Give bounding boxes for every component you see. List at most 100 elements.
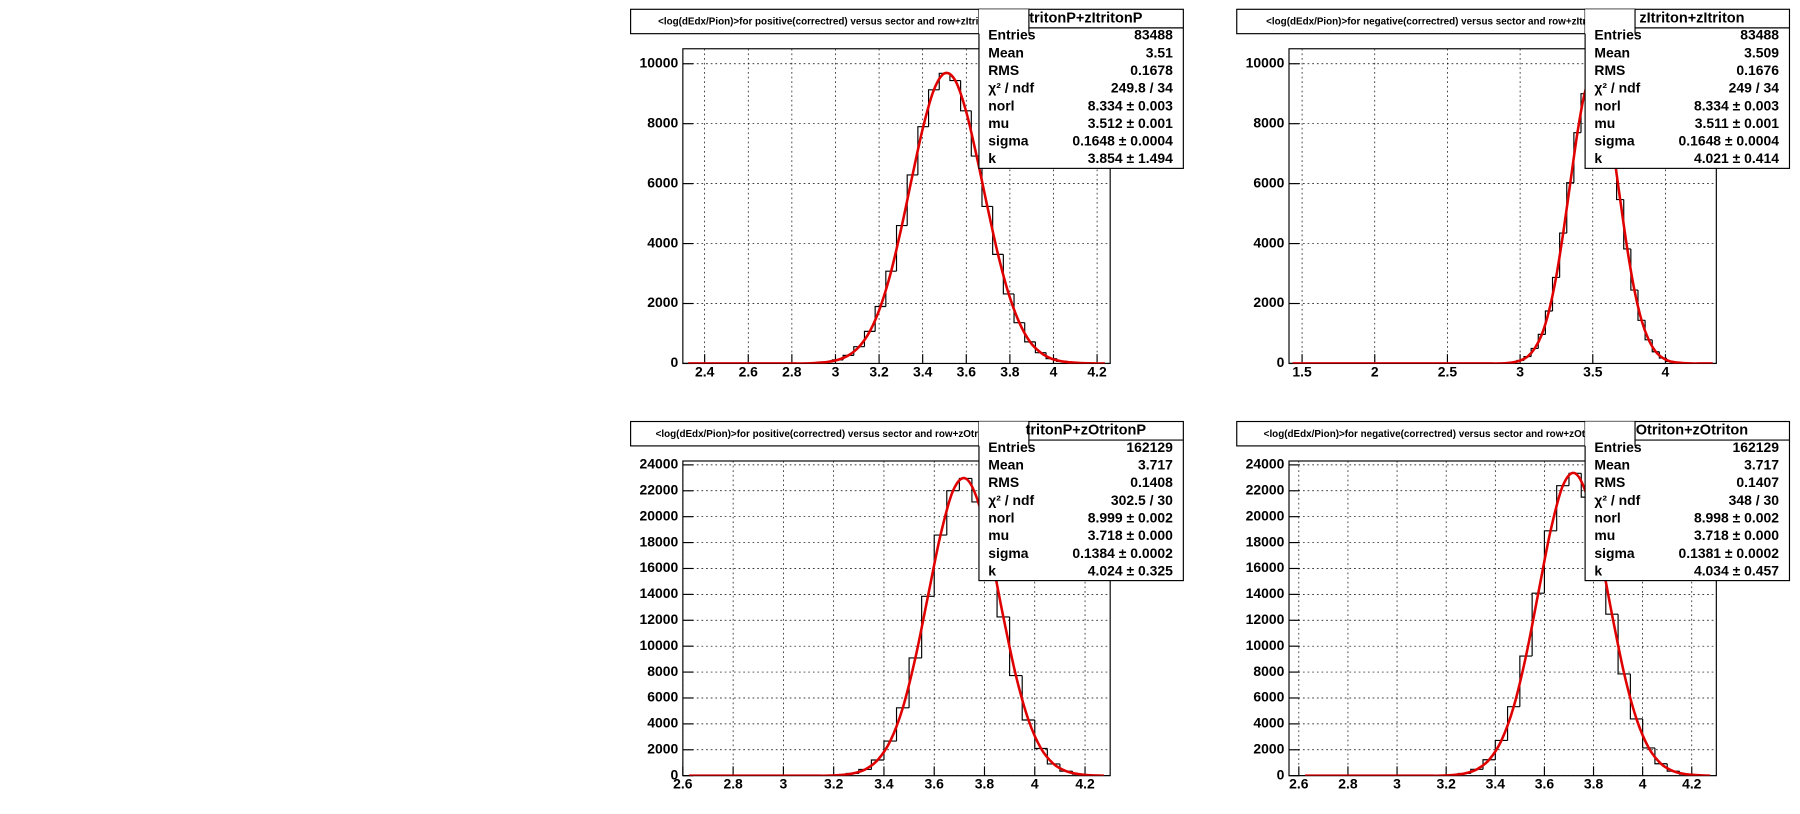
histogram-bin	[1506, 706, 1520, 741]
x-tick-label: 3.2	[869, 363, 889, 379]
histogram-bin	[1629, 673, 1643, 720]
pad: 0 2000 4000 6000 8000 10000 12000 14000 16000 180…	[1236, 420, 1791, 792]
stats-value: 0.1407	[1736, 474, 1779, 490]
stats-value: 3.512 ± 0.001	[1088, 115, 1173, 131]
stats-title: Otriton+zOtriton	[1636, 423, 1748, 439]
histogram-bin	[1556, 485, 1569, 531]
stats-label: χ² / ndf	[988, 492, 1034, 508]
y-tick-label: 24000	[1246, 456, 1285, 472]
histogram-bin	[895, 225, 908, 272]
stats-label: norl	[988, 510, 1014, 526]
chart-title: <log(dEdx/Pion)>for positive(correctred)…	[656, 429, 1003, 440]
histogram-bin	[1543, 530, 1557, 594]
stats-label: k	[988, 150, 996, 166]
y-tick-label: 8000	[647, 663, 678, 679]
y-tick-label: 2000	[647, 740, 678, 756]
x-tick-label: 3.2	[1436, 776, 1456, 792]
stats-label: Mean	[1594, 44, 1630, 60]
stats-label: RMS	[988, 474, 1019, 490]
stats-value: 3.718 ± 0.000	[1088, 527, 1173, 543]
stats-label: sigma	[988, 133, 1028, 149]
x-tick-label: 2.6	[1289, 776, 1309, 792]
title-box	[1236, 8, 1636, 35]
stats-value: 4.021 ± 0.414	[1694, 150, 1779, 166]
histogram-bin	[1617, 614, 1631, 675]
stats-value: 3.511 ± 0.001	[1695, 115, 1780, 131]
y-tick-label: 18000	[639, 533, 678, 549]
histogram-bin	[1009, 616, 1023, 677]
title-box	[630, 8, 1030, 35]
stats-label: RMS	[988, 62, 1019, 78]
stats-value: 249 / 34	[1729, 80, 1780, 96]
histogram-bin	[1531, 592, 1545, 657]
fit-curve	[689, 476, 1104, 776]
histogram-bin	[992, 206, 1004, 255]
histogram-bin	[949, 73, 961, 82]
x-tick-label: 3	[1516, 363, 1524, 379]
stats-value: 3.718 ± 0.000	[1694, 527, 1779, 543]
histogram-bin	[1002, 254, 1015, 295]
y-tick-label: 12000	[639, 611, 678, 627]
title-box-cover	[1585, 421, 1636, 446]
pad: 0 2000 4000 6000 8000 10000 12000 14000 16000 180…	[630, 420, 1184, 792]
x-tick-label: 4	[1662, 363, 1670, 379]
y-tick-label: 6000	[1253, 689, 1284, 705]
y-tick-label: 4000	[1253, 234, 1284, 250]
histogram-bin	[1013, 293, 1025, 324]
x-tick-label: 2.4	[695, 363, 715, 379]
stats-label: Entries	[1594, 27, 1641, 43]
y-tick-label: 4000	[1253, 715, 1284, 731]
stats-value: 0.1408	[1130, 474, 1173, 490]
histogram-bin	[981, 156, 993, 207]
y-tick-label: 0	[1277, 766, 1285, 782]
stats-value: 83488	[1134, 27, 1173, 43]
y-tick-label: 14000	[1246, 585, 1285, 601]
pad: 0 2000 4000 6000 8000 10000 1.5 2 2.5 3 3.5 4 <log(d…	[1236, 8, 1791, 379]
y-tick-label: 14000	[639, 585, 678, 601]
chart-title: <log(dEdx/Pion)>for positive(correctred)…	[658, 17, 1001, 28]
y-tick-label: 6000	[647, 689, 678, 705]
fit-curve	[1292, 71, 1713, 364]
stats-label: sigma	[988, 545, 1028, 561]
y-tick-label: 20000	[1246, 507, 1285, 523]
stats-title: tritonP+zItritonP	[1029, 10, 1143, 26]
x-tick-label: 3.4	[1486, 776, 1506, 792]
x-tick-label: 4	[1050, 363, 1058, 379]
histogram-bin	[933, 534, 947, 597]
histogram-bin	[895, 707, 910, 742]
stats-label: k	[1594, 562, 1602, 578]
fit-curve	[688, 71, 1105, 364]
x-tick-label: 4.2	[1682, 776, 1702, 792]
x-tick-label: 3.8	[975, 776, 995, 792]
chart-title: <log(dEdx/Pion)>for negative(correctred)…	[1266, 17, 1604, 28]
y-tick-label: 8000	[1253, 663, 1284, 679]
stats-label: mu	[1594, 115, 1615, 131]
y-tick-label: 4000	[647, 715, 678, 731]
stats-label: χ² / ndf	[988, 80, 1034, 96]
histogram-bin	[885, 270, 897, 307]
x-tick-label: 3.2	[824, 776, 844, 792]
y-tick-label: 0	[670, 766, 678, 782]
x-tick-label: 3.8	[1000, 363, 1020, 379]
histogram-bin	[921, 595, 935, 658]
stats-value: 3.854 ± 1.494	[1088, 150, 1173, 166]
y-tick-label: 10000	[1246, 54, 1285, 70]
stats-label: χ² / ndf	[1594, 80, 1640, 96]
x-tick-label: 2.6	[673, 776, 693, 792]
stats-label: RMS	[1594, 62, 1625, 78]
x-tick-label: 3	[1393, 776, 1401, 792]
x-tick-label: 2.8	[723, 776, 743, 792]
x-tick-label: 2.8	[1338, 776, 1358, 792]
y-tick-label: 18000	[1246, 533, 1285, 549]
stats-value: 8.998 ± 0.002	[1694, 510, 1779, 526]
histogram-bin	[1642, 718, 1655, 749]
stats-label: Entries	[988, 439, 1035, 455]
stats-value: 162129	[1733, 439, 1780, 455]
stats-label: Mean	[1594, 457, 1630, 473]
histogram	[682, 71, 1111, 364]
y-tick-label: 10000	[1246, 637, 1285, 653]
histogram-bin	[917, 126, 929, 175]
title-box-cover	[978, 421, 1029, 446]
histogram-bin	[1046, 748, 1060, 765]
